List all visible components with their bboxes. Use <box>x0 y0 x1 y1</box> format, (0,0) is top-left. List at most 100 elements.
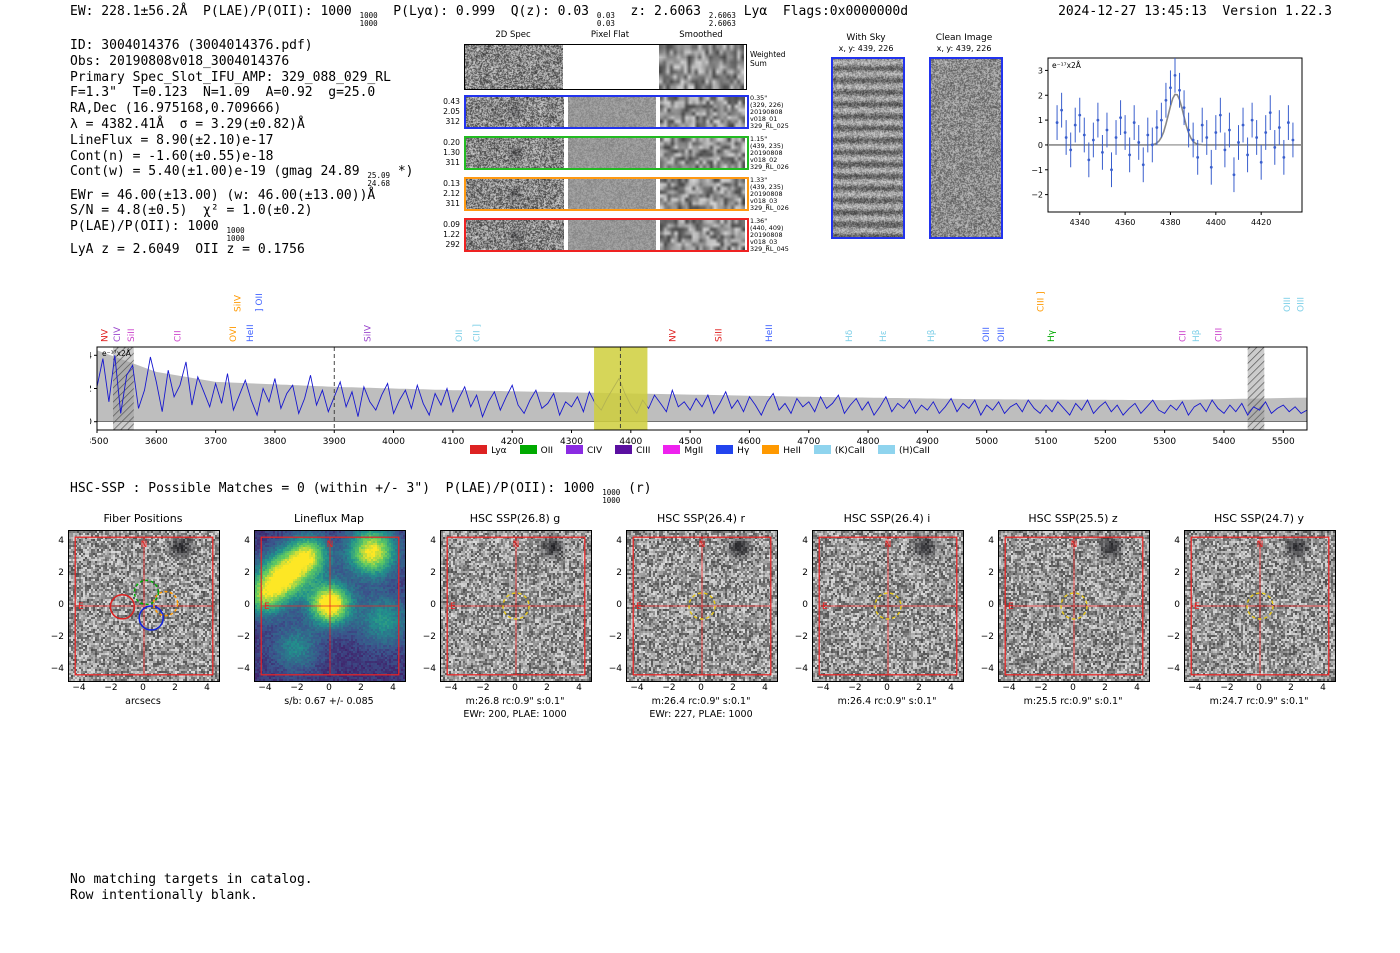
x-tick-label: −4 <box>816 683 830 693</box>
weighted-smoothed-image <box>659 45 744 89</box>
emission-line-label: SiIV <box>364 324 374 342</box>
emission-line-label: CII <box>1178 330 1188 342</box>
x-tick-label: −4 <box>1002 683 1016 693</box>
info-line-7: Cont(n) = -1.60(±0.55)e-18 <box>70 149 413 165</box>
cutout-col-title-2: Smoothed <box>679 30 723 40</box>
data-point <box>1246 153 1249 157</box>
info-line-2: Primary Spec_Slot_IFU_AMP: 329_088_029_R… <box>70 70 413 86</box>
cutout-row-annot-0: 0.35" (329, 226) 20190808 v018_01 329_RL… <box>750 94 789 130</box>
row-2dspec-image <box>466 220 564 250</box>
legend-label: (K)CaII <box>834 446 865 456</box>
legend-swatch <box>470 445 488 454</box>
x-tick-label: 4 <box>1134 683 1140 693</box>
y-tick-label: −4 <box>1166 664 1180 674</box>
clean-image <box>929 57 1003 239</box>
cutout-row-annot-1: 1.15" (439, 235) 20190808 v018_02 329_RL… <box>750 135 789 171</box>
compass-north-label: N <box>1257 540 1264 550</box>
x-tick-label: 0 <box>140 683 146 693</box>
legend-item-3: CIII <box>615 445 650 456</box>
compass-north-label: N <box>141 540 148 550</box>
data-point <box>1159 118 1163 122</box>
data-point <box>1091 138 1095 142</box>
text-segment: Primary Spec_Slot_IFU_AMP: 329_088_029_R… <box>70 69 391 85</box>
compass-north-label: N <box>327 540 334 550</box>
full-spectrum-plot: 3500 3600 3700 3800 3900 4000 4100 4200 4300 4400… <box>90 291 1308 447</box>
y-tick-label: 4 <box>430 536 436 546</box>
data-point <box>1078 113 1082 117</box>
data-point <box>1064 136 1068 139</box>
cutout-row-annot-3: 1.36" (440, 409) 20190808 v018_03 329_RL… <box>750 217 789 253</box>
data-point <box>1087 158 1091 162</box>
cutout-panel-title-6: HSC SSP(24.7) y <box>1213 512 1305 525</box>
x-tick-label: 3700 <box>204 437 227 447</box>
detection-highlight-band <box>594 347 648 430</box>
x-tick-label: 4 <box>1320 683 1326 693</box>
legend-swatch <box>877 445 895 454</box>
x-tick-label: 4200 <box>501 437 524 447</box>
data-point <box>1218 113 1222 117</box>
legend-label: (H)CaII <box>898 446 930 456</box>
y-tick-label: 2 <box>1038 91 1043 100</box>
data-point <box>1214 131 1218 134</box>
text-segment: RA,Dec (16.975168,0.709666) <box>70 101 282 117</box>
emission-line-label: OIII <box>982 327 992 342</box>
x-tick-label: −4 <box>258 683 272 693</box>
data-point <box>1187 128 1191 132</box>
cutout-panel-overlay-4: NE <box>818 536 958 676</box>
x-tick-label: −4 <box>630 683 644 693</box>
cutout-row-leftnums-1: 0.20 1.30 311 <box>443 138 460 167</box>
row-pixelflat-image <box>568 220 656 250</box>
emission-line-label: NV <box>668 328 678 342</box>
data-point <box>1110 168 1113 172</box>
info-line-11: P(LAE)/P(OII): 1000 1000 1000 <box>70 219 413 242</box>
emission-line-label: ] OII <box>255 293 265 312</box>
cutout-row-2 <box>464 177 749 211</box>
y-tick-label: 2 <box>90 385 92 395</box>
row-smoothed-image <box>660 220 745 250</box>
emission-line-label: CIV <box>113 326 123 342</box>
text-segment: ID: 3004014376 (3004014376.pdf) <box>70 38 313 53</box>
x-tick-label: 4400 <box>1206 218 1226 227</box>
y-tick-label: 4 <box>90 351 92 361</box>
x-tick-label: −2 <box>1220 683 1234 693</box>
x-tick-label: 3800 <box>263 437 286 447</box>
x-tick-label: 4900 <box>916 437 939 447</box>
x-tick-label: −4 <box>444 683 458 693</box>
cutout-row-1 <box>464 136 749 170</box>
y-tick-label: −4 <box>980 664 994 674</box>
x-tick-label: −2 <box>662 683 676 693</box>
data-point <box>1169 86 1172 90</box>
x-tick-label: 0 <box>512 683 518 693</box>
x-tick-label: 4300 <box>560 437 583 447</box>
emission-line-label: CII <box>174 330 184 342</box>
y-tick-label: 4 <box>1174 536 1180 546</box>
legend-swatch <box>663 445 681 454</box>
y-tick-label: 2 <box>58 568 64 578</box>
cutout-panel-title-5: HSC SSP(25.5) z <box>1028 512 1118 525</box>
cutout-panel-caption-6: m:24.7 rc:0.9" s:0.1" <box>1209 696 1309 707</box>
x-tick-label: 5000 <box>975 437 998 447</box>
y-tick-label: −4 <box>50 664 64 674</box>
cutout-col-title-1: Pixel Flat <box>590 30 630 40</box>
cutout-panel-overlay-5: NE <box>1004 536 1144 676</box>
fiber-circle <box>109 594 136 620</box>
cutout-panel-title-1: Lineflux Map <box>293 512 365 525</box>
aperture-circle <box>1246 592 1274 620</box>
cutout-row-leftnums-3: 0.09 1.22 292 <box>443 220 460 249</box>
x-tick-label: 4500 <box>679 437 702 447</box>
aperture-circle <box>874 592 902 620</box>
data-point <box>1155 126 1159 129</box>
legend-item-5: Hγ <box>716 445 749 456</box>
cutout-panel-caption2-2: EWr: 200, PLAE: 1000 <box>463 709 567 720</box>
emission-line-label: SiIV <box>234 294 244 312</box>
info-line-9: EWr = 46.00(±13.00) (w: 46.00(±13.00))Å <box>70 188 413 204</box>
info-line-3: F=1.3" T=0.123 N=1.09 A=0.92 g=25.0 <box>70 85 413 101</box>
notes-block: No matching targets in catalog. Row inten… <box>70 872 313 904</box>
line-fit-plot: 3 2 1 0 −1 −2 4340 4360 4380 4400 4420 e⁻¹⁷x2Å <box>1031 57 1303 227</box>
sky-panel-title-1: Clean Image <box>935 33 993 43</box>
legend-item-4: MgII <box>663 445 703 456</box>
data-point <box>1137 141 1141 144</box>
fiber-circle <box>133 579 160 606</box>
row-2dspec-image <box>466 138 564 168</box>
y-tick-label: −2 <box>794 632 808 642</box>
